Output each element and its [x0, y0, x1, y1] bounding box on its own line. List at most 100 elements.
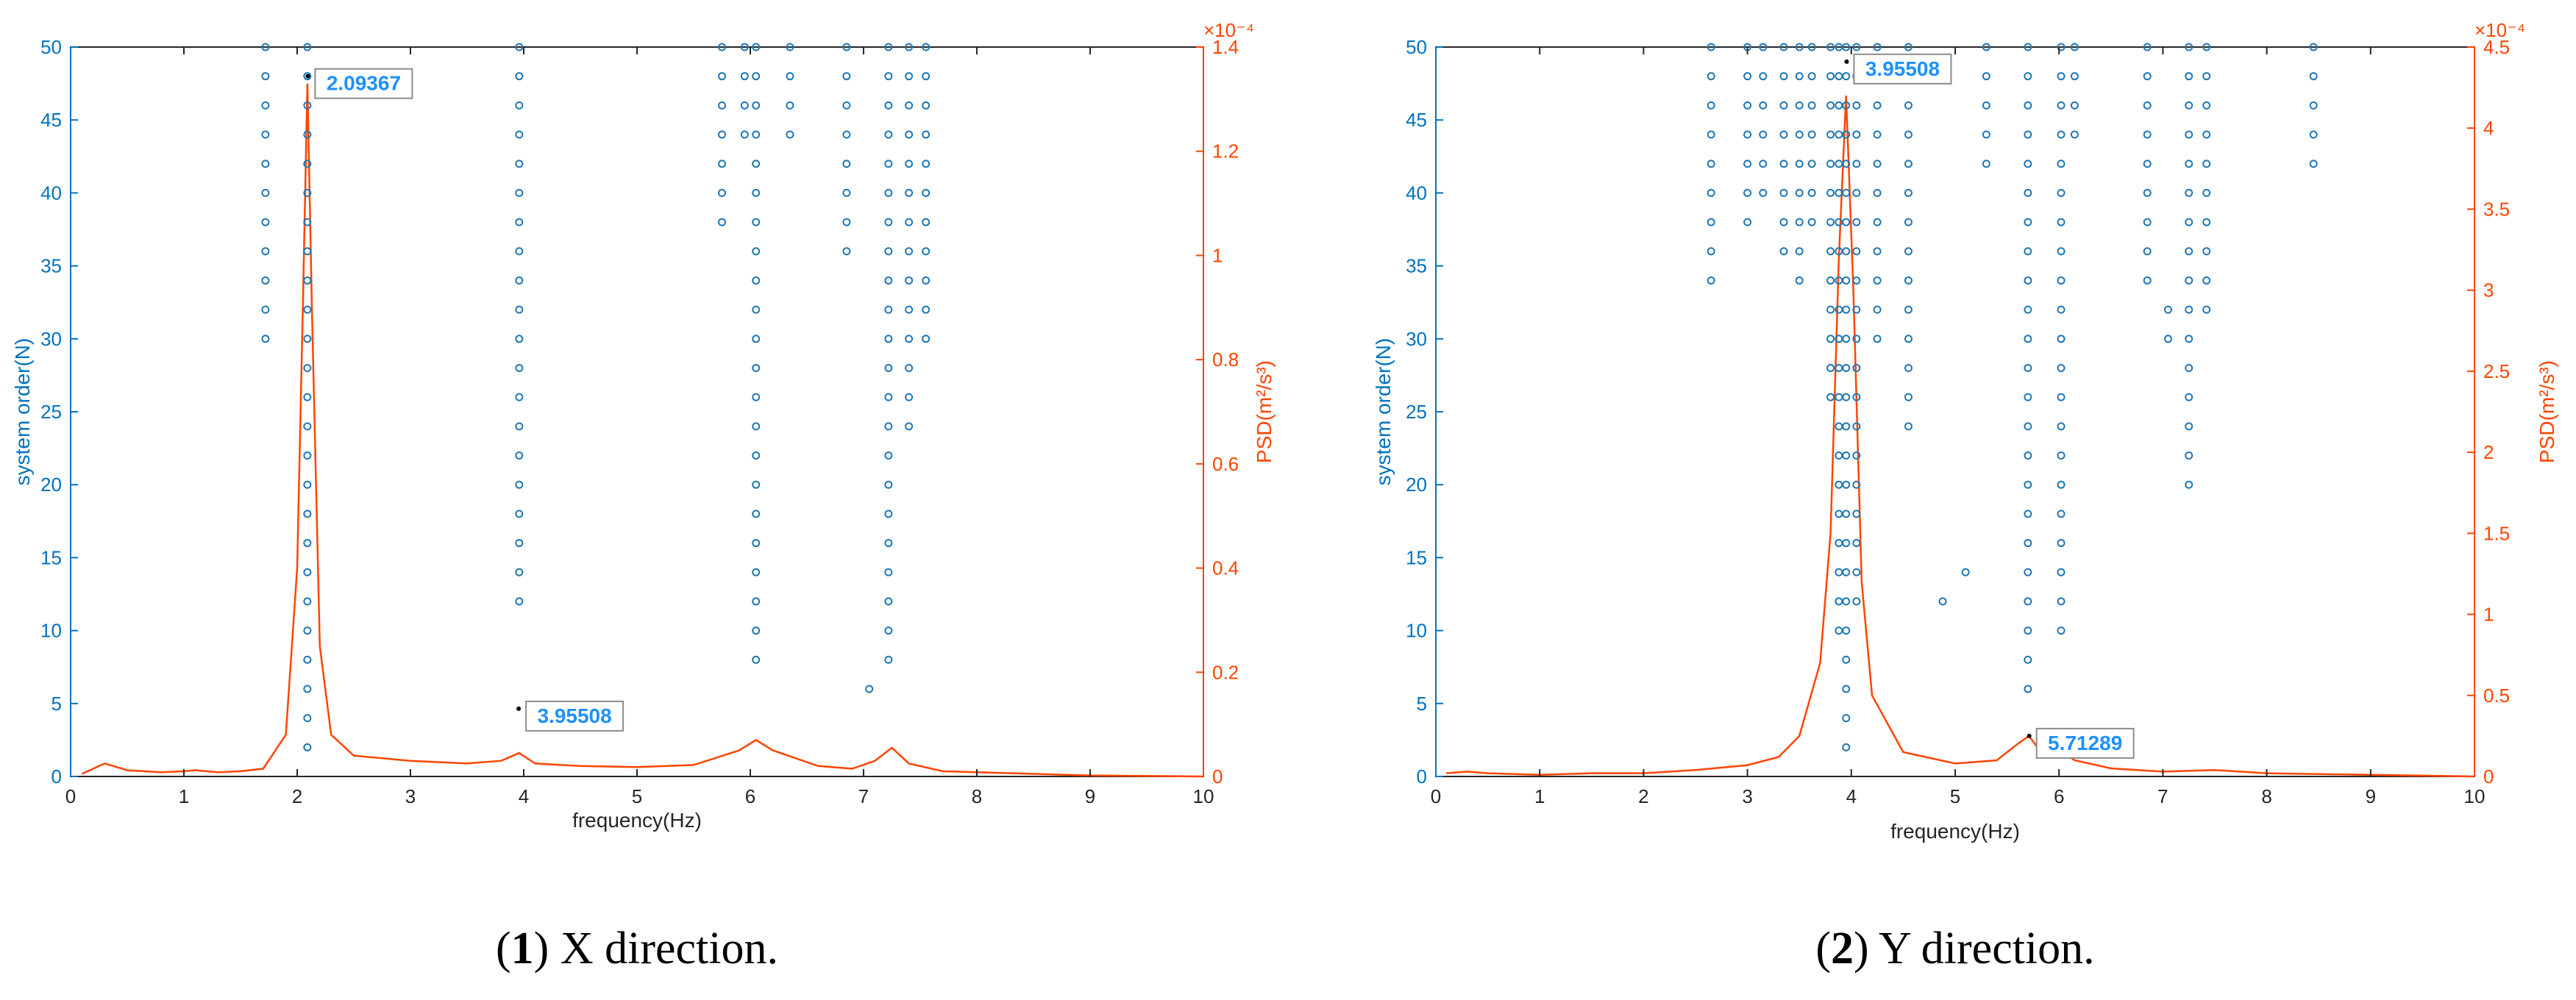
- stabilization-point: [752, 597, 761, 606]
- stabilization-point: [752, 568, 761, 576]
- x-tick-label: 10: [1193, 785, 1214, 807]
- stabilization-point: [2057, 218, 2066, 226]
- stabilization-point: [261, 188, 270, 197]
- stabilization-point: [1852, 539, 1861, 548]
- stabilization-point: [1904, 305, 1913, 314]
- stabilization-point: [2057, 480, 2066, 489]
- stabilization-point: [2024, 539, 2032, 548]
- stabilization-point: [1873, 43, 1882, 51]
- stabilization-point: [752, 101, 761, 110]
- stabilization-point: [2057, 305, 2066, 314]
- stabilization-point: [752, 305, 761, 314]
- left-tick-label: 25: [1406, 401, 1427, 423]
- right-tick-label: 3: [2483, 279, 2494, 301]
- left-tick-label: 50: [1406, 36, 1427, 58]
- stabilization-point: [1743, 218, 1752, 226]
- stabilization-point: [2057, 130, 2066, 139]
- stabilization-point: [1707, 247, 1715, 256]
- left-tick-label: 45: [1406, 109, 1427, 131]
- stabilization-point: [1842, 218, 1851, 226]
- stabilization-point: [1835, 451, 1843, 460]
- stabilization-point: [1842, 714, 1851, 723]
- stabilization-point: [1842, 43, 1851, 51]
- stabilization-point: [1842, 451, 1851, 460]
- stabilization-point: [1826, 276, 1835, 285]
- stabilization-point: [1759, 130, 1768, 139]
- stabilization-point: [261, 43, 270, 51]
- stabilization-point: [922, 276, 931, 285]
- stabilization-point: [1835, 568, 1843, 576]
- x-tick-label: 8: [972, 785, 982, 807]
- stabilization-point: [2163, 305, 2172, 314]
- stabilization-point: [752, 276, 761, 285]
- stabilization-point: [884, 72, 893, 81]
- psd-curve: [81, 83, 1204, 778]
- stabilization-point: [515, 363, 524, 372]
- right-tick-label: 0.6: [1212, 453, 1239, 475]
- stabilization-point: [1904, 247, 1913, 256]
- stabilization-point: [2185, 480, 2193, 489]
- stabilization-point: [1807, 188, 1816, 197]
- left-tick-label: 45: [40, 109, 62, 131]
- stabilization-point: [261, 305, 270, 314]
- stabilization-point: [2057, 160, 2066, 168]
- stabilization-point: [1795, 218, 1804, 226]
- stabilization-point: [1795, 247, 1804, 256]
- stabilization-point: [1904, 43, 1913, 51]
- x-tick-label: 1: [1534, 785, 1545, 807]
- stabilization-point: [515, 160, 524, 168]
- x-tick-label: 4: [1846, 785, 1857, 807]
- stabilization-point: [2309, 43, 2318, 51]
- stabilization-point: [1904, 363, 1913, 372]
- stabilization-point: [303, 305, 312, 314]
- stabilization-point: [2024, 160, 2032, 168]
- stabilization-point: [2024, 597, 2032, 606]
- left-tick-label: 15: [40, 546, 62, 568]
- stabilization-point: [752, 43, 761, 51]
- stabilization-point: [515, 130, 524, 139]
- stabilization-point: [2185, 218, 2193, 226]
- stabilization-point: [1904, 276, 1913, 285]
- stabilization-point: [740, 43, 749, 51]
- psd-curve: [1446, 96, 2475, 778]
- stabilization-point: [905, 43, 914, 51]
- stabilization-point: [752, 510, 761, 518]
- stabilization-point: [1826, 130, 1835, 139]
- stabilization-point: [1873, 335, 1882, 343]
- stabilization-point: [261, 335, 270, 343]
- stabilization-point: [2070, 43, 2079, 51]
- stabilization-point: [1795, 101, 1804, 110]
- stabilization-point: [515, 305, 524, 314]
- stabilization-point: [1826, 101, 1835, 110]
- stabilization-point: [1835, 597, 1843, 606]
- stabilization-point: [842, 160, 851, 168]
- stabilization-point: [303, 451, 312, 460]
- stabilization-point: [1707, 43, 1715, 51]
- stabilization-point: [905, 130, 914, 139]
- stabilization-point: [2024, 188, 2032, 197]
- stabilization-point: [1795, 276, 1804, 285]
- stabilization-point: [1807, 43, 1816, 51]
- stabilization-point: [1842, 160, 1851, 168]
- stabilization-point: [922, 43, 931, 51]
- stabilization-point: [1852, 276, 1861, 285]
- stabilization-point: [922, 305, 931, 314]
- x-tick-label: 5: [1950, 785, 1960, 807]
- stabilization-point: [2202, 130, 2211, 139]
- datatip-box: [1853, 53, 1952, 85]
- stabilization-point: [2057, 422, 2066, 431]
- right-axis-ticks: 0 0.2 0.4 0.6 0.8 1 1.2 1.4: [1196, 36, 1239, 788]
- stabilization-point: [752, 130, 761, 139]
- right-tick-label: 3.5: [2483, 198, 2510, 220]
- stabilization-point: [1807, 160, 1816, 168]
- stabilization-point: [2057, 188, 2066, 197]
- stabilization-point: [842, 218, 851, 226]
- datatip-marker: [2027, 733, 2032, 738]
- stabilization-point: [752, 480, 761, 489]
- stabilization-point: [1826, 247, 1835, 256]
- stabilization-point: [2309, 160, 2318, 168]
- left-tick-label: 15: [1406, 546, 1427, 568]
- stabilization-point: [1779, 130, 1788, 139]
- stabilization-point: [1835, 539, 1843, 548]
